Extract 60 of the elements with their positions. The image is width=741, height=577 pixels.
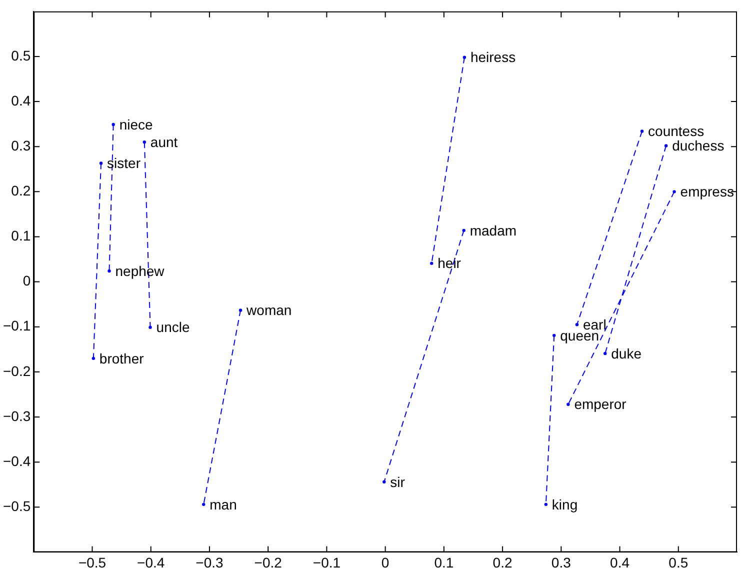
x-tick-label: 0.5 xyxy=(668,554,688,570)
point xyxy=(99,162,103,165)
annotation: niece xyxy=(119,116,154,132)
annotation: heiress xyxy=(470,49,516,66)
annotation: countess xyxy=(648,123,704,140)
y-tick-label: 0.2 xyxy=(11,182,31,199)
y-tick-label: −0.3 xyxy=(2,408,31,424)
point xyxy=(202,502,206,506)
y-tick-label: 0.4 xyxy=(11,92,31,108)
x-tick-label: 0.2 xyxy=(492,554,512,570)
point xyxy=(430,262,434,265)
point xyxy=(640,130,644,133)
x-tick-label: −0.3 xyxy=(196,554,224,570)
point xyxy=(664,144,668,148)
annotation: heir xyxy=(438,255,462,272)
y-tick-label: −0.2 xyxy=(2,362,31,379)
y-tick-label: 0 xyxy=(22,272,31,289)
annotation: duke xyxy=(611,345,642,362)
annotation: emperor xyxy=(574,396,627,412)
x-tick-label: 0.4 xyxy=(610,554,630,570)
point xyxy=(462,56,466,59)
x-tick-label: −0.2 xyxy=(254,554,282,570)
annotation: woman xyxy=(246,302,292,318)
x-tick-label: 0.1 xyxy=(434,554,454,570)
y-tick-label: 0.1 xyxy=(11,228,31,244)
point xyxy=(672,190,676,194)
x-tick-label: 0.3 xyxy=(551,554,572,570)
point xyxy=(148,326,152,329)
point xyxy=(552,334,556,338)
point xyxy=(604,352,607,356)
point xyxy=(142,140,146,144)
point xyxy=(238,308,242,312)
point xyxy=(575,323,579,326)
annotation: brother xyxy=(99,350,144,366)
y-tick-label: −0.5 xyxy=(2,498,31,514)
point xyxy=(382,480,386,484)
y-tick-label: −0.1 xyxy=(2,318,31,334)
y-tick-label: −0.4 xyxy=(2,452,31,469)
y-tick-label: 0.5 xyxy=(11,47,31,64)
annotation: man xyxy=(210,496,237,512)
point xyxy=(108,269,111,273)
point xyxy=(462,228,466,232)
x-tick-label: −0.1 xyxy=(312,554,341,570)
y-tick-label: 0.3 xyxy=(11,137,31,154)
annotation: madam xyxy=(470,222,517,238)
annotation: sister xyxy=(107,155,141,172)
point xyxy=(92,356,96,360)
x-tick-label: 0 xyxy=(381,554,390,570)
annotation: empress xyxy=(680,184,734,200)
point xyxy=(112,122,115,126)
point xyxy=(566,402,570,406)
x-tick-label: −0.4 xyxy=(137,554,165,570)
x-tick-label: −0.5 xyxy=(78,554,106,570)
annotation: king xyxy=(552,496,578,512)
annotation: nephew xyxy=(115,262,166,279)
annotation: duchess xyxy=(672,138,724,154)
annotation: sir xyxy=(390,474,406,490)
point xyxy=(544,502,548,506)
annotation: uncle xyxy=(156,319,190,336)
annotation: aunt xyxy=(150,134,178,150)
